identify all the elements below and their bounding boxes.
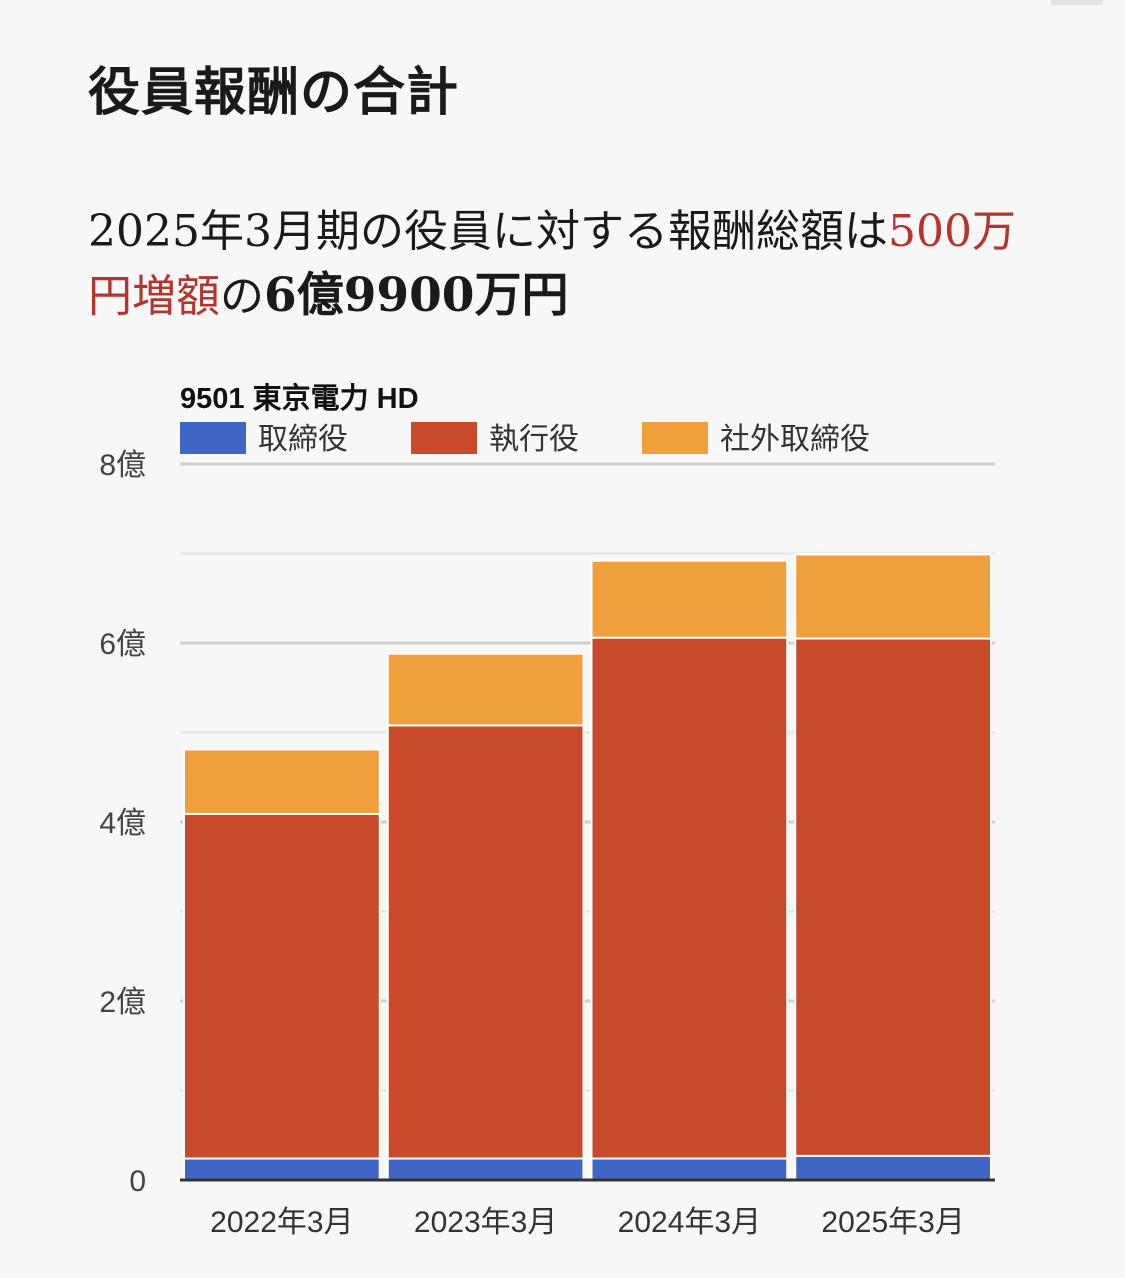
bar-segment-3-2 (386, 652, 585, 727)
bar-segment-3-1 (183, 748, 381, 815)
top-corner-tab (1051, 0, 1103, 5)
bars (183, 553, 992, 1182)
y-tick-label: 6億 (99, 628, 146, 661)
lead-text: 2025年3月期の役員に対する報酬総額は500万円増額の6億9900万円 (88, 200, 1048, 329)
bar-segment-3-4 (794, 553, 992, 640)
section-heading: 役員報酬の合計 (88, 62, 460, 123)
bar-segment-2-1 (183, 812, 381, 1160)
legend-swatch-2 (411, 422, 477, 454)
bar-segment-1-3 (590, 1157, 789, 1182)
bar-segment-2-4 (794, 637, 992, 1157)
lead-part-1: 2025年3月期の役員に対する報酬総額は (88, 206, 888, 257)
y-tick-label: 4億 (99, 807, 146, 840)
bar-segment-2-2 (386, 724, 585, 1160)
lead-total-amount: 6億9900万円 (264, 268, 569, 323)
y-axis-ticks: 0 2億 4億 6億 8億 (99, 449, 146, 1198)
lead-part-2: の (220, 271, 264, 322)
y-tick-label: 0 (129, 1165, 146, 1198)
legend-swatch-3 (642, 422, 708, 454)
x-axis-categories: 2022年3月 2023年3月 2024年3月 2025年3月 (210, 1206, 965, 1239)
x-category-label-1: 2022年3月 (210, 1206, 353, 1239)
legend: 取締役 執行役 社外取締役 (180, 422, 870, 456)
x-category-label-4: 2025年3月 (821, 1206, 964, 1239)
bar-segment-3-3 (590, 559, 789, 639)
chart-title: 9501 東京電力 HD (180, 381, 419, 415)
bar-segment-1-1 (183, 1157, 381, 1182)
y-tick-label: 8億 (99, 449, 146, 482)
legend-label-1: 取締役 (258, 423, 348, 456)
legend-label-3: 社外取締役 (720, 423, 870, 456)
bar-segment-2-3 (590, 636, 789, 1160)
y-tick-label: 2億 (99, 986, 146, 1019)
x-category-label-2: 2023年3月 (414, 1206, 557, 1239)
bar-segment-1-2 (386, 1157, 585, 1182)
x-category-label-3: 2024年3月 (618, 1206, 761, 1239)
legend-swatch-1 (180, 422, 246, 454)
stacked-bar-chart: 9501 東京電力 HD 取締役 執行役 社外取締役 0 2億 4億 6億 8億 2022年… (99, 381, 995, 1239)
bar-segment-1-4 (794, 1154, 992, 1182)
legend-label-2: 執行役 (489, 423, 579, 456)
lead-highlight: 500万円増額 (88, 206, 1016, 322)
